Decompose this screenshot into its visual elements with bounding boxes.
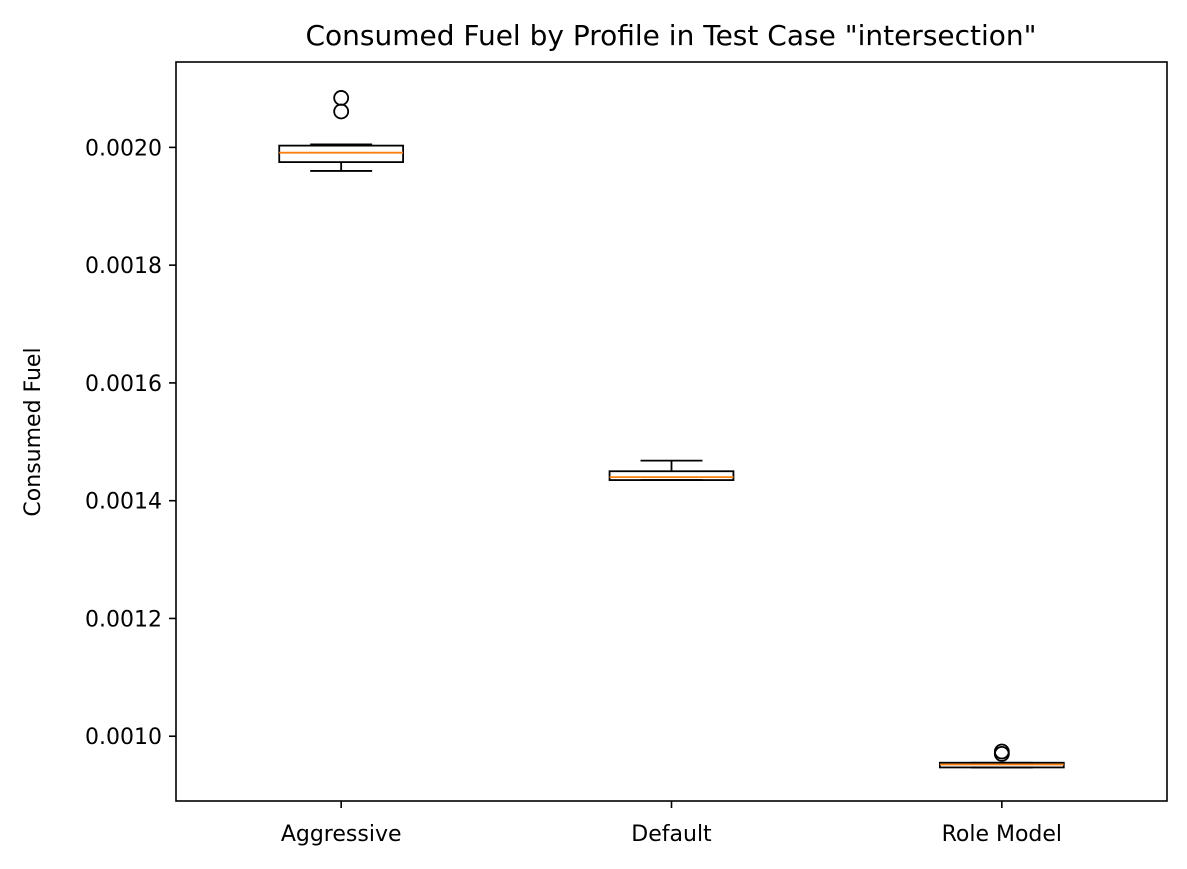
box-role-model	[938, 743, 1065, 769]
plot-frame	[175, 61, 1168, 802]
y-tick-label: 0.0010	[85, 725, 162, 750]
x-tick-label: Aggressive	[281, 822, 402, 847]
y-tick-label: 0.0016	[85, 372, 162, 397]
box-default	[608, 459, 735, 481]
plot-area	[278, 90, 1065, 769]
y-tick-label: 0.0014	[85, 490, 162, 515]
y-tick-label: 0.0020	[85, 136, 162, 161]
y-tick-label: 0.0018	[85, 254, 162, 279]
chart-title: Consumed Fuel by Profile in Test Case "i…	[305, 19, 1036, 52]
iqr-box	[608, 470, 735, 481]
x-tick-label: Role Model	[942, 822, 1062, 847]
outlier-point	[333, 90, 350, 106]
iqr-box	[278, 144, 405, 164]
y-tick-label: 0.0012	[85, 607, 162, 632]
box-aggressive	[278, 90, 405, 172]
outlier-point	[333, 103, 350, 120]
outlier-point	[993, 743, 1010, 760]
y-axis-label: Consumed Fuel	[21, 347, 46, 516]
x-tick-label: Default	[631, 822, 712, 847]
